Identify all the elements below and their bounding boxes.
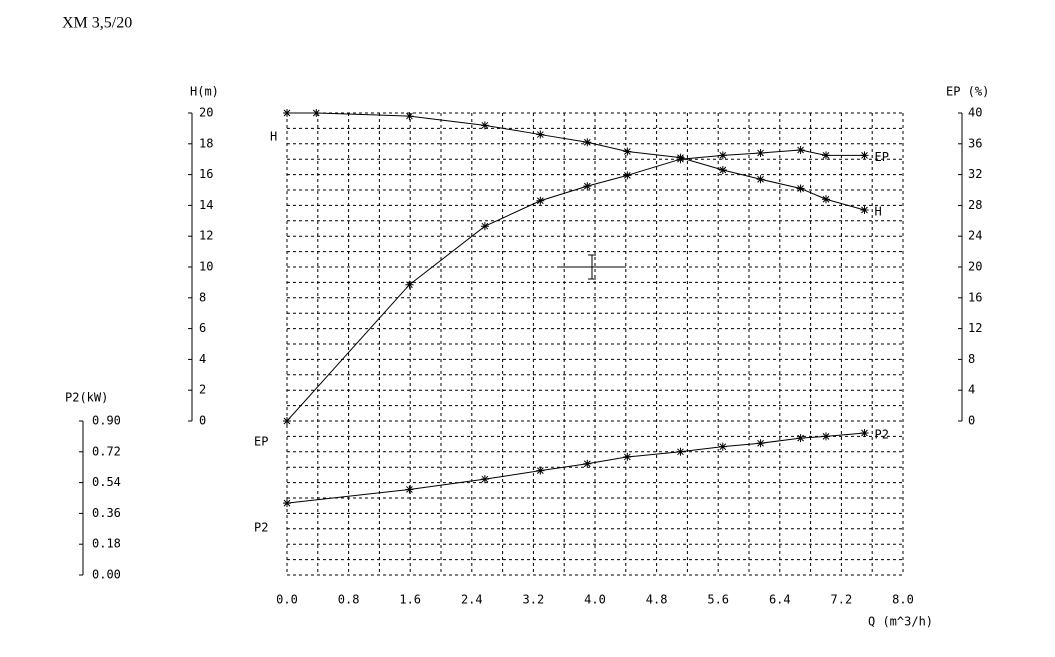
point-marker — [676, 447, 685, 456]
point-marker — [623, 147, 632, 156]
point-marker — [718, 165, 727, 174]
point-marker — [283, 109, 291, 117]
y2-tick-label: 8 — [968, 352, 975, 366]
x-axis-title: Q (m^3/h) — [868, 615, 933, 629]
y-tick-label: 10 — [199, 260, 213, 274]
y2-tick-label: 0 — [968, 414, 975, 428]
y2-tick-label: 20 — [968, 260, 982, 274]
y-tick-label: 2 — [199, 383, 206, 397]
y2-tick-label: 16 — [968, 290, 982, 304]
series-line — [287, 112, 865, 211]
chart-title: XM 3,5/20 — [62, 15, 132, 32]
point-marker — [822, 195, 830, 204]
y3-tick-label: 0.54 — [92, 475, 121, 489]
point-marker — [480, 222, 489, 231]
y-axis-title: H(m) — [190, 85, 219, 99]
point-marker — [405, 485, 414, 494]
point-marker — [283, 499, 291, 508]
point-marker — [480, 475, 489, 484]
x-tick-label: 6.4 — [769, 593, 791, 607]
point-marker — [283, 417, 291, 425]
y-tick-label: 4 — [199, 352, 206, 366]
series-label: EP — [254, 435, 268, 449]
y-tick-label: 12 — [199, 229, 213, 243]
point-marker — [822, 151, 830, 160]
point-marker — [583, 459, 592, 468]
point-marker — [796, 184, 805, 193]
y2-axis-title: EP (%) — [946, 85, 989, 99]
y3-tick-label: 0.36 — [92, 506, 121, 520]
point-marker — [718, 442, 727, 451]
point-marker — [756, 175, 765, 184]
y3-tick-label: 0.90 — [92, 414, 121, 428]
x-tick-label: 7.2 — [831, 593, 853, 607]
y2-tick-label: 28 — [968, 198, 982, 212]
point-marker — [536, 466, 545, 475]
point-marker — [860, 206, 869, 215]
y2-tick-label: 32 — [968, 167, 982, 181]
point-marker — [623, 452, 632, 461]
point-marker — [756, 439, 765, 448]
x-tick-label: 2.4 — [461, 593, 483, 607]
y-tick-label: 16 — [199, 167, 213, 181]
point-marker — [623, 171, 632, 180]
series-end-label: P2 — [875, 427, 889, 441]
series-end-label: H — [875, 205, 882, 219]
point-marker — [676, 155, 685, 164]
x-tick-label: 4.0 — [584, 593, 606, 607]
x-tick-label: 3.2 — [523, 593, 545, 607]
y2-tick-label: 24 — [968, 229, 982, 243]
series-line — [286, 432, 865, 504]
x-tick-label: 4.8 — [646, 593, 668, 607]
x-tick-label: 0.8 — [338, 593, 360, 607]
point-marker — [312, 109, 321, 117]
point-marker — [480, 121, 489, 130]
point-marker — [536, 130, 545, 139]
point-marker — [405, 112, 414, 121]
point-marker — [796, 145, 805, 154]
point-marker — [756, 149, 765, 158]
x-tick-label: 1.6 — [399, 593, 421, 607]
y-tick-label: 8 — [199, 290, 206, 304]
y3-tick-label: 0.72 — [92, 444, 121, 458]
point-marker — [536, 196, 545, 205]
point-marker — [583, 138, 592, 147]
point-marker — [796, 434, 805, 443]
point-marker — [822, 432, 830, 441]
series-label: H — [270, 130, 277, 144]
y3-tick-label: 0.18 — [92, 537, 121, 551]
y3-axis-title: P2(kW) — [65, 391, 108, 405]
y-tick-label: 14 — [199, 198, 213, 212]
y2-tick-label: 40 — [968, 106, 982, 120]
point-marker — [405, 280, 414, 289]
series-line — [286, 149, 865, 422]
point-marker — [860, 151, 869, 160]
series-end-label: EP — [875, 150, 889, 164]
y-tick-label: 20 — [199, 106, 213, 120]
point-marker — [583, 182, 592, 191]
series-label: P2 — [254, 521, 268, 535]
y2-tick-label: 36 — [968, 136, 982, 150]
point-marker — [718, 151, 727, 160]
x-tick-label: 5.6 — [707, 593, 729, 607]
y3-tick-label: 0.00 — [92, 568, 121, 582]
y2-tick-label: 12 — [968, 321, 982, 335]
y-tick-label: 0 — [199, 414, 206, 428]
y-tick-label: 18 — [199, 136, 213, 150]
y2-tick-label: 4 — [968, 383, 975, 397]
x-tick-label: 0.0 — [276, 593, 298, 607]
point-marker — [860, 428, 869, 437]
y-tick-label: 6 — [199, 321, 206, 335]
x-tick-label: 8.0 — [892, 593, 914, 607]
